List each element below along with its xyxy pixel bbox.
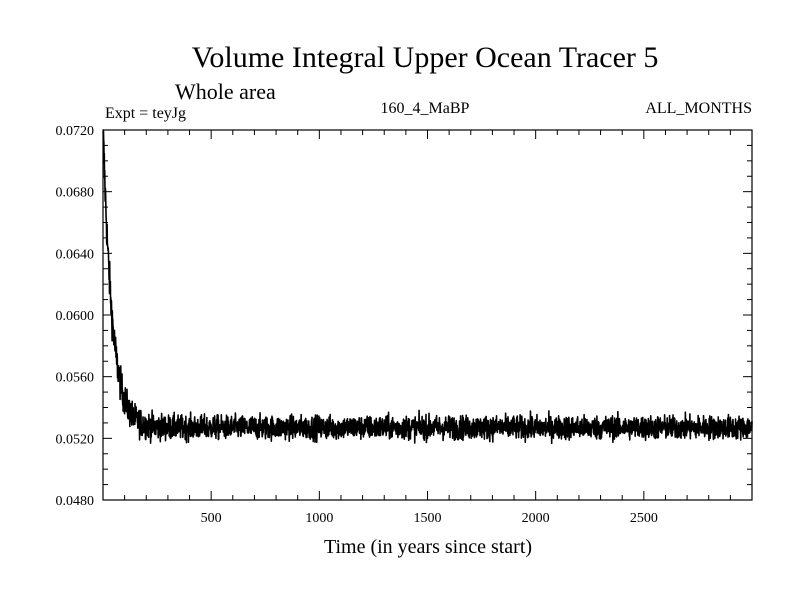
y-tick-label: 0.0720 [56, 124, 95, 139]
plot-frame [102, 129, 753, 501]
y-tick-label: 0.0560 [56, 371, 95, 386]
series-line-tracer-5 [102, 129, 753, 445]
y-tick-label: 0.0520 [56, 432, 95, 447]
chart-title: Volume Integral Upper Ocean Tracer 5 [192, 41, 659, 74]
x-tick-label: 1000 [305, 511, 333, 526]
y-tick-label: 0.0680 [56, 186, 95, 201]
y-tick-label: 0.0480 [56, 494, 95, 509]
x-axis-title: Time (in years since start) [324, 536, 532, 558]
x-tick-label: 500 [201, 511, 222, 526]
y-tick-label: 0.0640 [56, 247, 95, 262]
months-label: ALL_MONTHS [645, 100, 752, 117]
x-axis: 500 1000 1500 2000 2500 [124, 130, 731, 526]
x-tick-label: 2500 [630, 511, 658, 526]
y-axis: 0.0480 0.0520 0.0560 0.0600 0.0640 0.0680 0.07… [56, 124, 752, 509]
y-tick-label: 0.0600 [56, 309, 95, 324]
x-tick-label: 2000 [522, 511, 550, 526]
run-label: 160_4_MaBP [381, 100, 470, 117]
x-tick-label: 1500 [414, 511, 442, 526]
expt-label: Expt = teyJg [105, 105, 186, 122]
chart-subtitle: Whole area [175, 79, 276, 104]
